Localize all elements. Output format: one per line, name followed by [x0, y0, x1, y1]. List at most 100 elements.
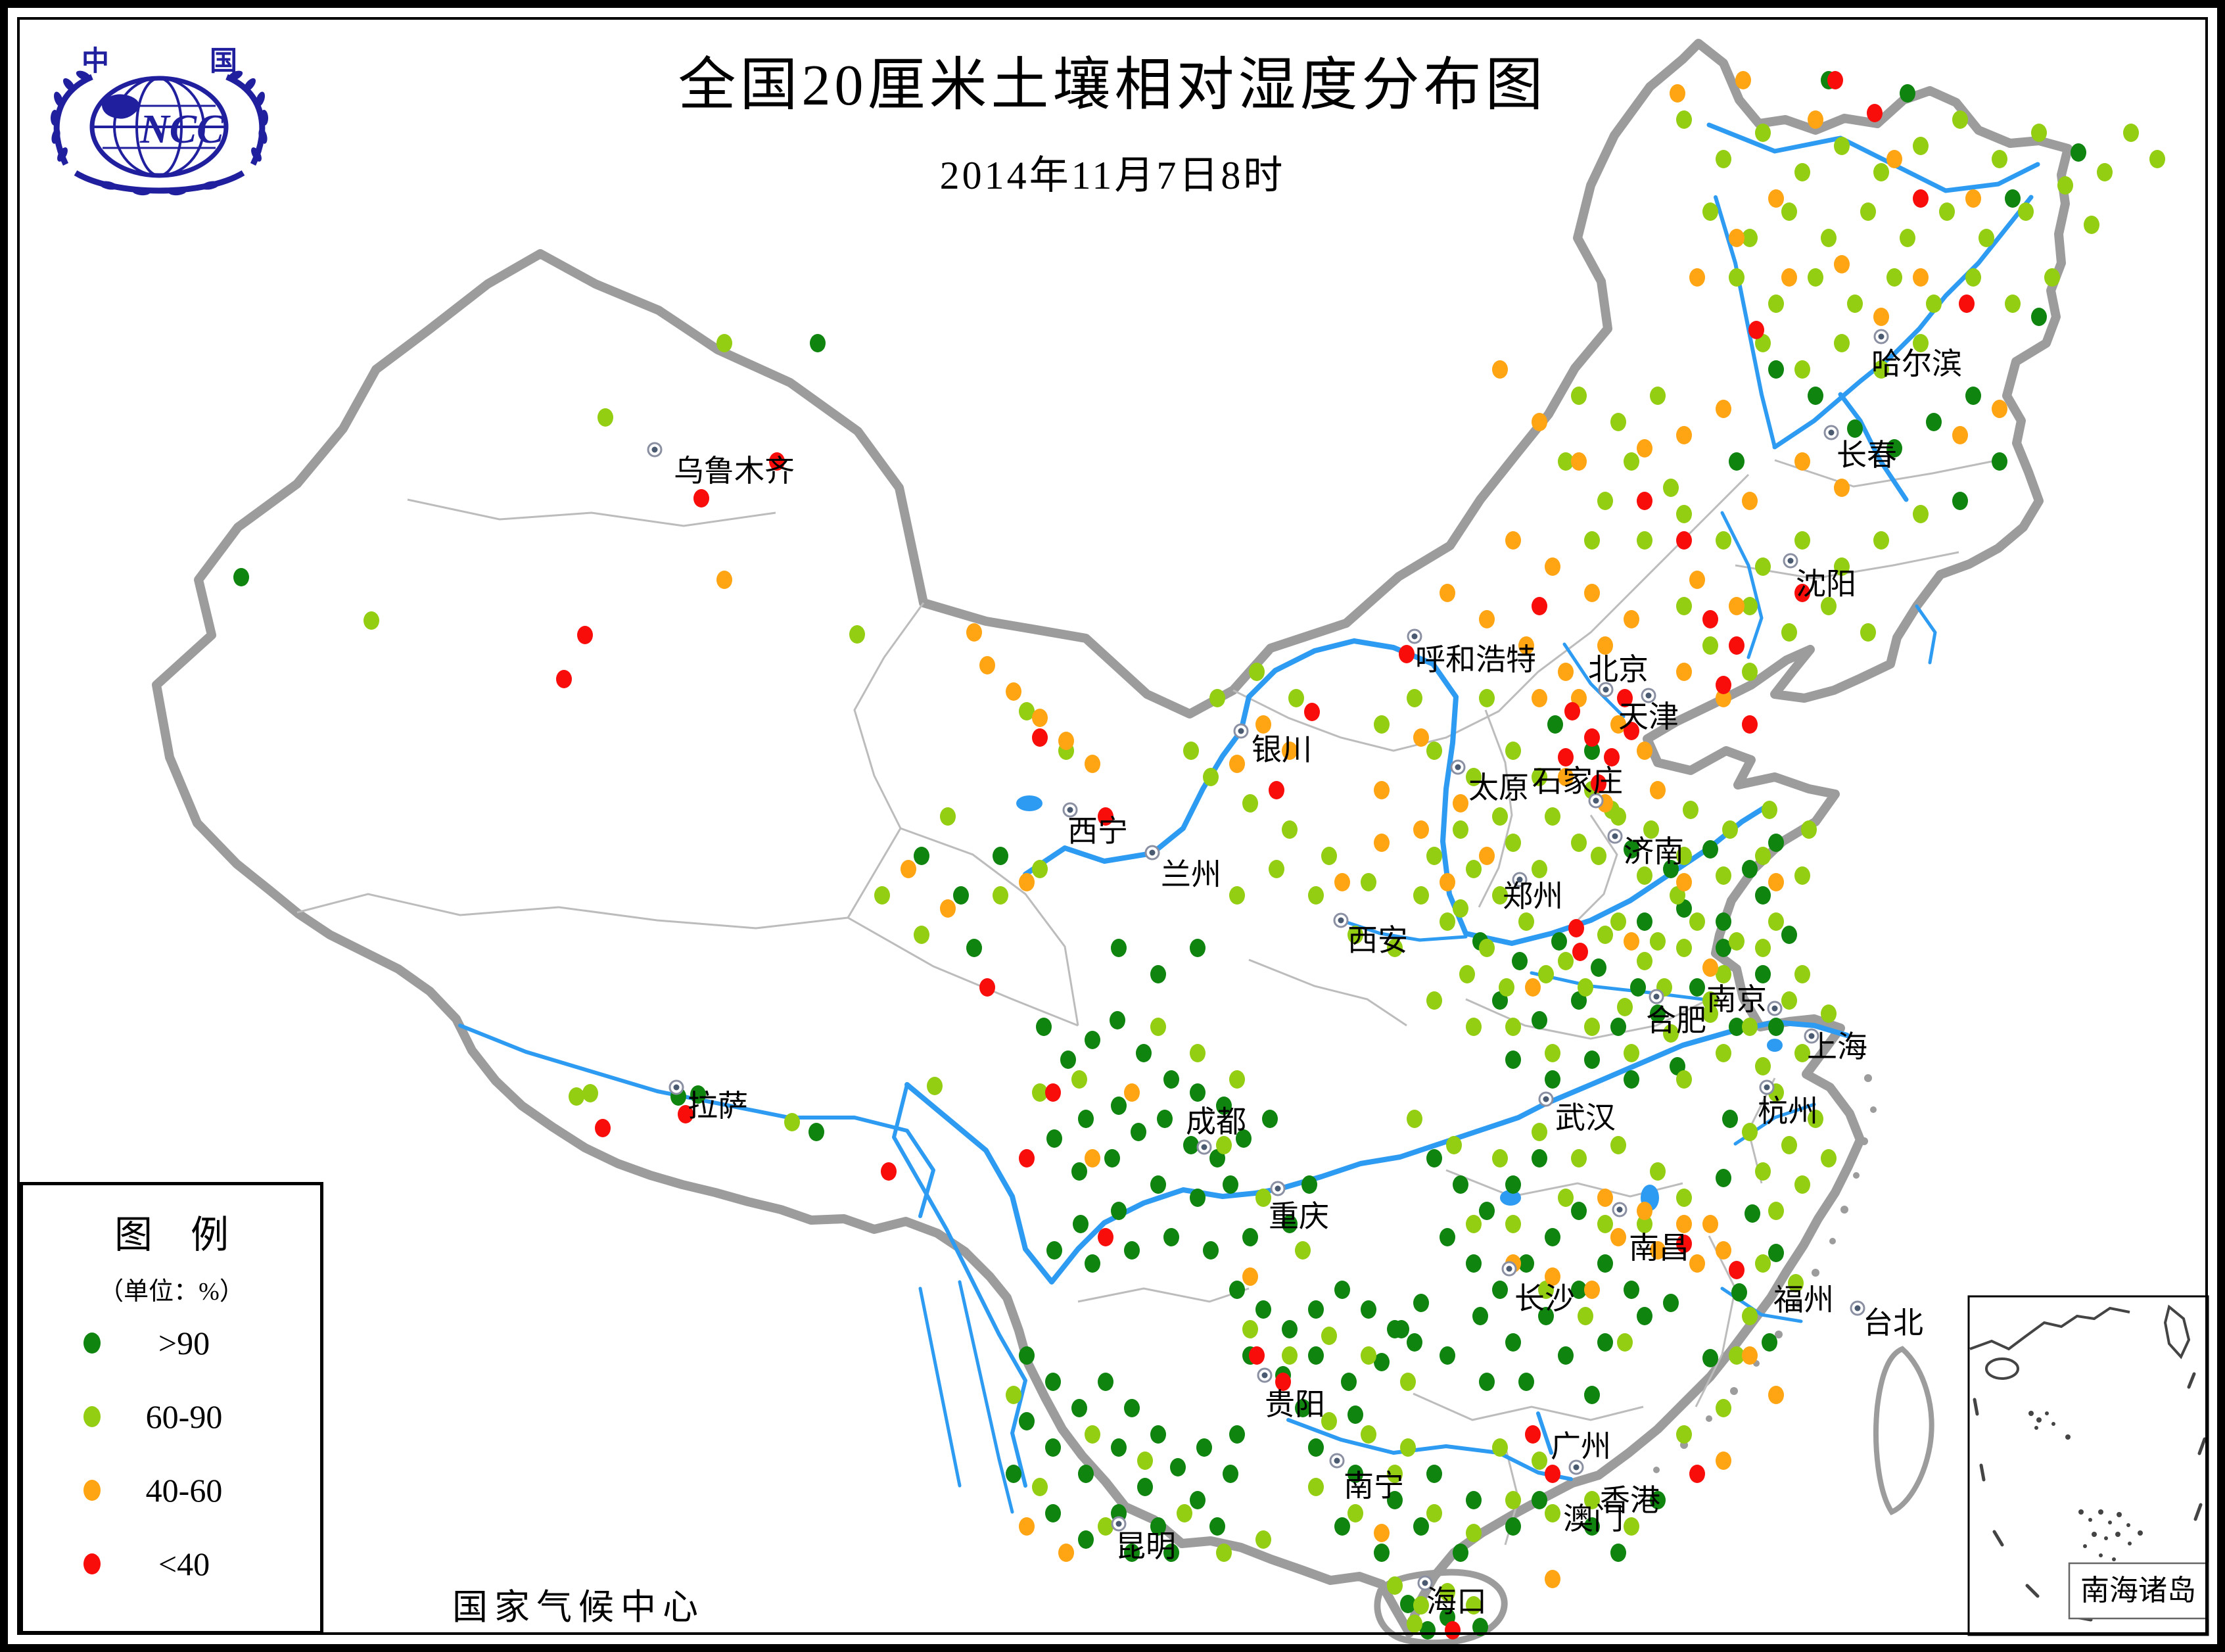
station-dot	[1282, 820, 1298, 839]
legend-title: 图 例	[114, 1214, 229, 1256]
legend-color-dot	[83, 1333, 101, 1354]
city-label: 银川	[1252, 733, 1312, 767]
city-label: 成都	[1186, 1105, 1246, 1139]
station-dot	[1078, 1530, 1094, 1549]
station-dot	[1124, 1399, 1140, 1417]
station-dot	[1045, 1083, 1061, 1102]
station-dot	[1637, 439, 1652, 458]
legend-items: >90 60-90 40-60 <40	[23, 1324, 320, 1583]
station-dot	[1085, 1254, 1100, 1273]
station-dot	[1479, 1373, 1495, 1391]
station-dot	[1183, 742, 1199, 760]
station-dot	[1637, 1307, 1652, 1325]
city-marker-dot	[1275, 1185, 1281, 1192]
station-dot	[1617, 998, 1633, 1016]
station-dot	[1387, 1491, 1403, 1509]
station-dot	[1006, 682, 1021, 701]
station-dot	[1683, 801, 1698, 819]
city-label: 香港	[1600, 1484, 1660, 1517]
station-dot	[1755, 939, 1771, 957]
inset-label: 南海诸岛	[2080, 1574, 2196, 1607]
station-dot	[1440, 1346, 1455, 1365]
station-dot	[1643, 820, 1659, 839]
station-dot	[1098, 1517, 1113, 1536]
station-dot	[1466, 768, 1482, 786]
station-dot	[1821, 1004, 1837, 1023]
station-dot	[1729, 636, 1745, 655]
station-dot	[1249, 663, 1265, 681]
station-dot	[1762, 801, 1777, 819]
station-dot	[1150, 1517, 1166, 1536]
station-dot	[1676, 1235, 1692, 1253]
city-label: 济南	[1624, 835, 1684, 868]
city-label: 拉萨	[688, 1089, 748, 1123]
station-dot	[1111, 939, 1127, 957]
station-dot	[1604, 748, 1620, 767]
city-marker-dot	[1653, 993, 1660, 1000]
station-dot	[1637, 492, 1652, 510]
station-dot	[966, 939, 982, 957]
station-dot	[1670, 84, 1685, 103]
station-dot	[1111, 1202, 1127, 1220]
city-label: 长沙	[1514, 1282, 1575, 1315]
station-dot	[1255, 715, 1271, 734]
station-dot	[1304, 703, 1320, 721]
china-border	[152, 39, 2073, 1647]
station-dot	[1098, 807, 1113, 826]
inset-hainan	[1985, 1357, 2019, 1380]
station-dot	[1663, 479, 1679, 497]
station-dot	[1400, 1373, 1416, 1391]
city-marker-dot	[1411, 633, 1418, 640]
station-dot	[1518, 1254, 1534, 1273]
station-dot	[1584, 728, 1600, 747]
station-dot	[678, 1105, 693, 1123]
station-dot	[1768, 873, 1784, 891]
station-dot	[1860, 623, 1876, 642]
city-label: 西安	[1347, 924, 1408, 957]
legend-unit: （单位：%）	[99, 1278, 245, 1306]
city-marker-dot	[1808, 1033, 1815, 1039]
ncc-logo: 中 国	[50, 46, 269, 196]
station-dot	[1689, 1254, 1705, 1273]
legend-row: <40	[23, 1545, 320, 1583]
station-dot	[1242, 794, 1258, 813]
station-dot	[1545, 1228, 1560, 1246]
station-dot	[1716, 400, 1731, 418]
station-dot	[1731, 1283, 1747, 1302]
taiwan-outline	[1873, 1346, 1934, 1516]
station-dot	[1545, 1044, 1560, 1062]
station-dot	[363, 611, 379, 630]
station-dot	[1229, 1070, 1245, 1089]
city-label: 太原	[1468, 771, 1529, 805]
station-dot	[1472, 1618, 1488, 1636]
station-dot	[1716, 1399, 1731, 1417]
station-dot	[1374, 834, 1390, 852]
huai-river	[1530, 971, 1704, 1001]
station-dot	[1512, 952, 1528, 970]
station-dot	[1019, 702, 1035, 720]
station-dot	[1702, 610, 1718, 628]
station-dot	[1716, 1169, 1731, 1187]
station-dot	[1768, 189, 1784, 208]
station-dot	[1505, 1491, 1521, 1509]
station-dot	[1558, 1189, 1574, 1207]
station-dot	[1269, 781, 1284, 799]
station-dot	[2031, 308, 2047, 326]
station-dot	[1979, 229, 1994, 247]
station-dot	[1808, 268, 1823, 287]
hai-river	[1562, 642, 1626, 719]
station-dot	[1413, 886, 1429, 905]
station-dot	[1078, 1465, 1094, 1483]
station-dot	[1637, 531, 1652, 550]
yangtze-river	[904, 1020, 1850, 1285]
station-dot	[1729, 932, 1745, 951]
station-dot	[1676, 1215, 1692, 1233]
station-dot	[1742, 229, 1758, 247]
city-marker-dot	[1338, 917, 1344, 924]
station-dot	[1873, 531, 1889, 550]
station-dot	[582, 1084, 598, 1102]
station-dot	[1926, 413, 1942, 431]
station-dot	[1334, 1517, 1350, 1536]
city-marker-dot	[1543, 1096, 1549, 1102]
station-dot	[1282, 1346, 1298, 1365]
